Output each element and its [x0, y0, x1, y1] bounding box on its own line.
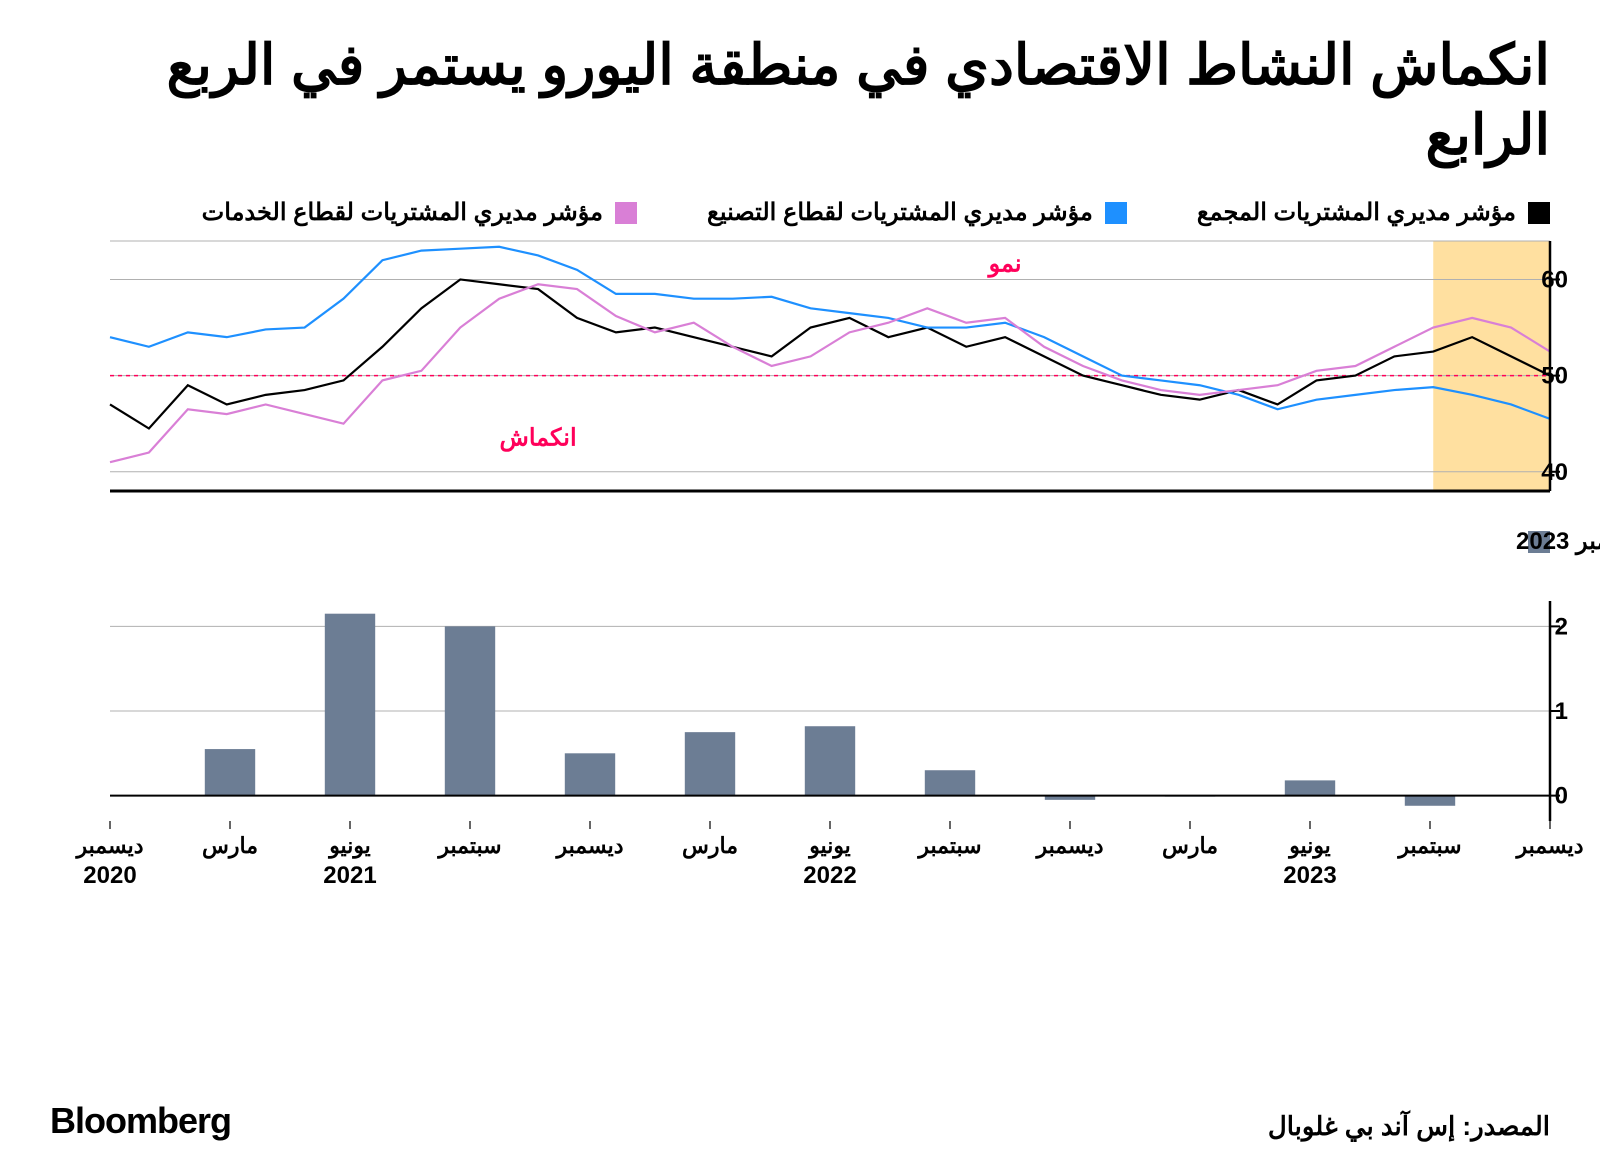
y-tick-label: 1	[1555, 698, 1568, 725]
bar	[445, 626, 495, 795]
x-year-label: 2023	[1283, 862, 1336, 889]
series-manufacturing	[110, 247, 1550, 419]
y-tick-label: 2	[1555, 613, 1568, 640]
bar	[205, 749, 255, 796]
x-tick-label: يونيو	[807, 833, 851, 859]
x-tick-label: سبتمبر	[916, 833, 981, 859]
legend-label: مؤشر مديري المشتريات لقطاع الخدمات	[202, 198, 603, 227]
x-tick-label: ديسمبر	[74, 833, 143, 859]
source-text: المصدر: إس آند بي غلوبال	[1268, 1111, 1550, 1142]
legend-item: مؤشر مديري المشتريات لقطاع الخدمات	[202, 198, 637, 227]
legend-label: مؤشر مديري المشتريات لقطاع التصنيع	[707, 198, 1093, 227]
bar	[685, 732, 735, 795]
legend-swatch	[615, 202, 637, 224]
charts-container: 405060نموانكماشمستوى المؤشرالناتج المحلي…	[50, 241, 1550, 926]
legend-item: مؤشر مديري المشتريات المجمع	[1197, 198, 1550, 227]
x-tick-label: مارس	[202, 833, 258, 859]
x-tick-label: مارس	[1162, 833, 1218, 859]
y-tick-label: 0	[1555, 783, 1568, 810]
x-year-label: 2021	[323, 862, 376, 889]
x-tick-label: يونيو	[1287, 833, 1331, 859]
footer: Bloomberg المصدر: إس آند بي غلوبال	[50, 1100, 1550, 1142]
x-tick-label: سبتمبر	[436, 833, 501, 859]
bar	[1405, 796, 1455, 806]
bar	[1285, 780, 1335, 795]
x-tick-label: ديسمبر	[1514, 833, 1583, 859]
bar	[325, 614, 375, 796]
x-year-label: 2020	[83, 862, 136, 889]
bar	[925, 770, 975, 795]
x-tick-label: ديسمبر	[554, 833, 623, 859]
x-year-label: 2022	[803, 862, 856, 889]
bar	[805, 726, 855, 795]
legend-label: الناتج المحلي الإجمالي في منطقة اليورو (…	[1516, 523, 1600, 556]
x-tick-label: ديسمبر	[1034, 833, 1103, 859]
x-tick-label: سبتمبر	[1396, 833, 1461, 859]
legend-swatch	[1528, 202, 1550, 224]
y-tick-label: 40	[1541, 459, 1568, 486]
annotation: انكماش	[500, 425, 577, 453]
legend-label: مؤشر مديري المشتريات المجمع	[1197, 198, 1516, 227]
chart-title: انكماش النشاط الاقتصادي في منطقة اليورو …	[50, 30, 1550, 170]
series-composite	[110, 279, 1550, 428]
legend-swatch	[1105, 202, 1127, 224]
bar	[565, 753, 615, 795]
legend-item: مؤشر مديري المشتريات لقطاع التصنيع	[707, 198, 1127, 227]
x-tick-label: مارس	[682, 833, 738, 859]
annotation: نمو	[987, 250, 1022, 278]
y-tick-label: 60	[1541, 266, 1568, 293]
brand-logo: Bloomberg	[50, 1100, 231, 1142]
legend-top: مؤشر مديري المشتريات المجمع مؤشر مديري ال…	[50, 198, 1550, 227]
x-tick-label: يونيو	[327, 833, 371, 859]
